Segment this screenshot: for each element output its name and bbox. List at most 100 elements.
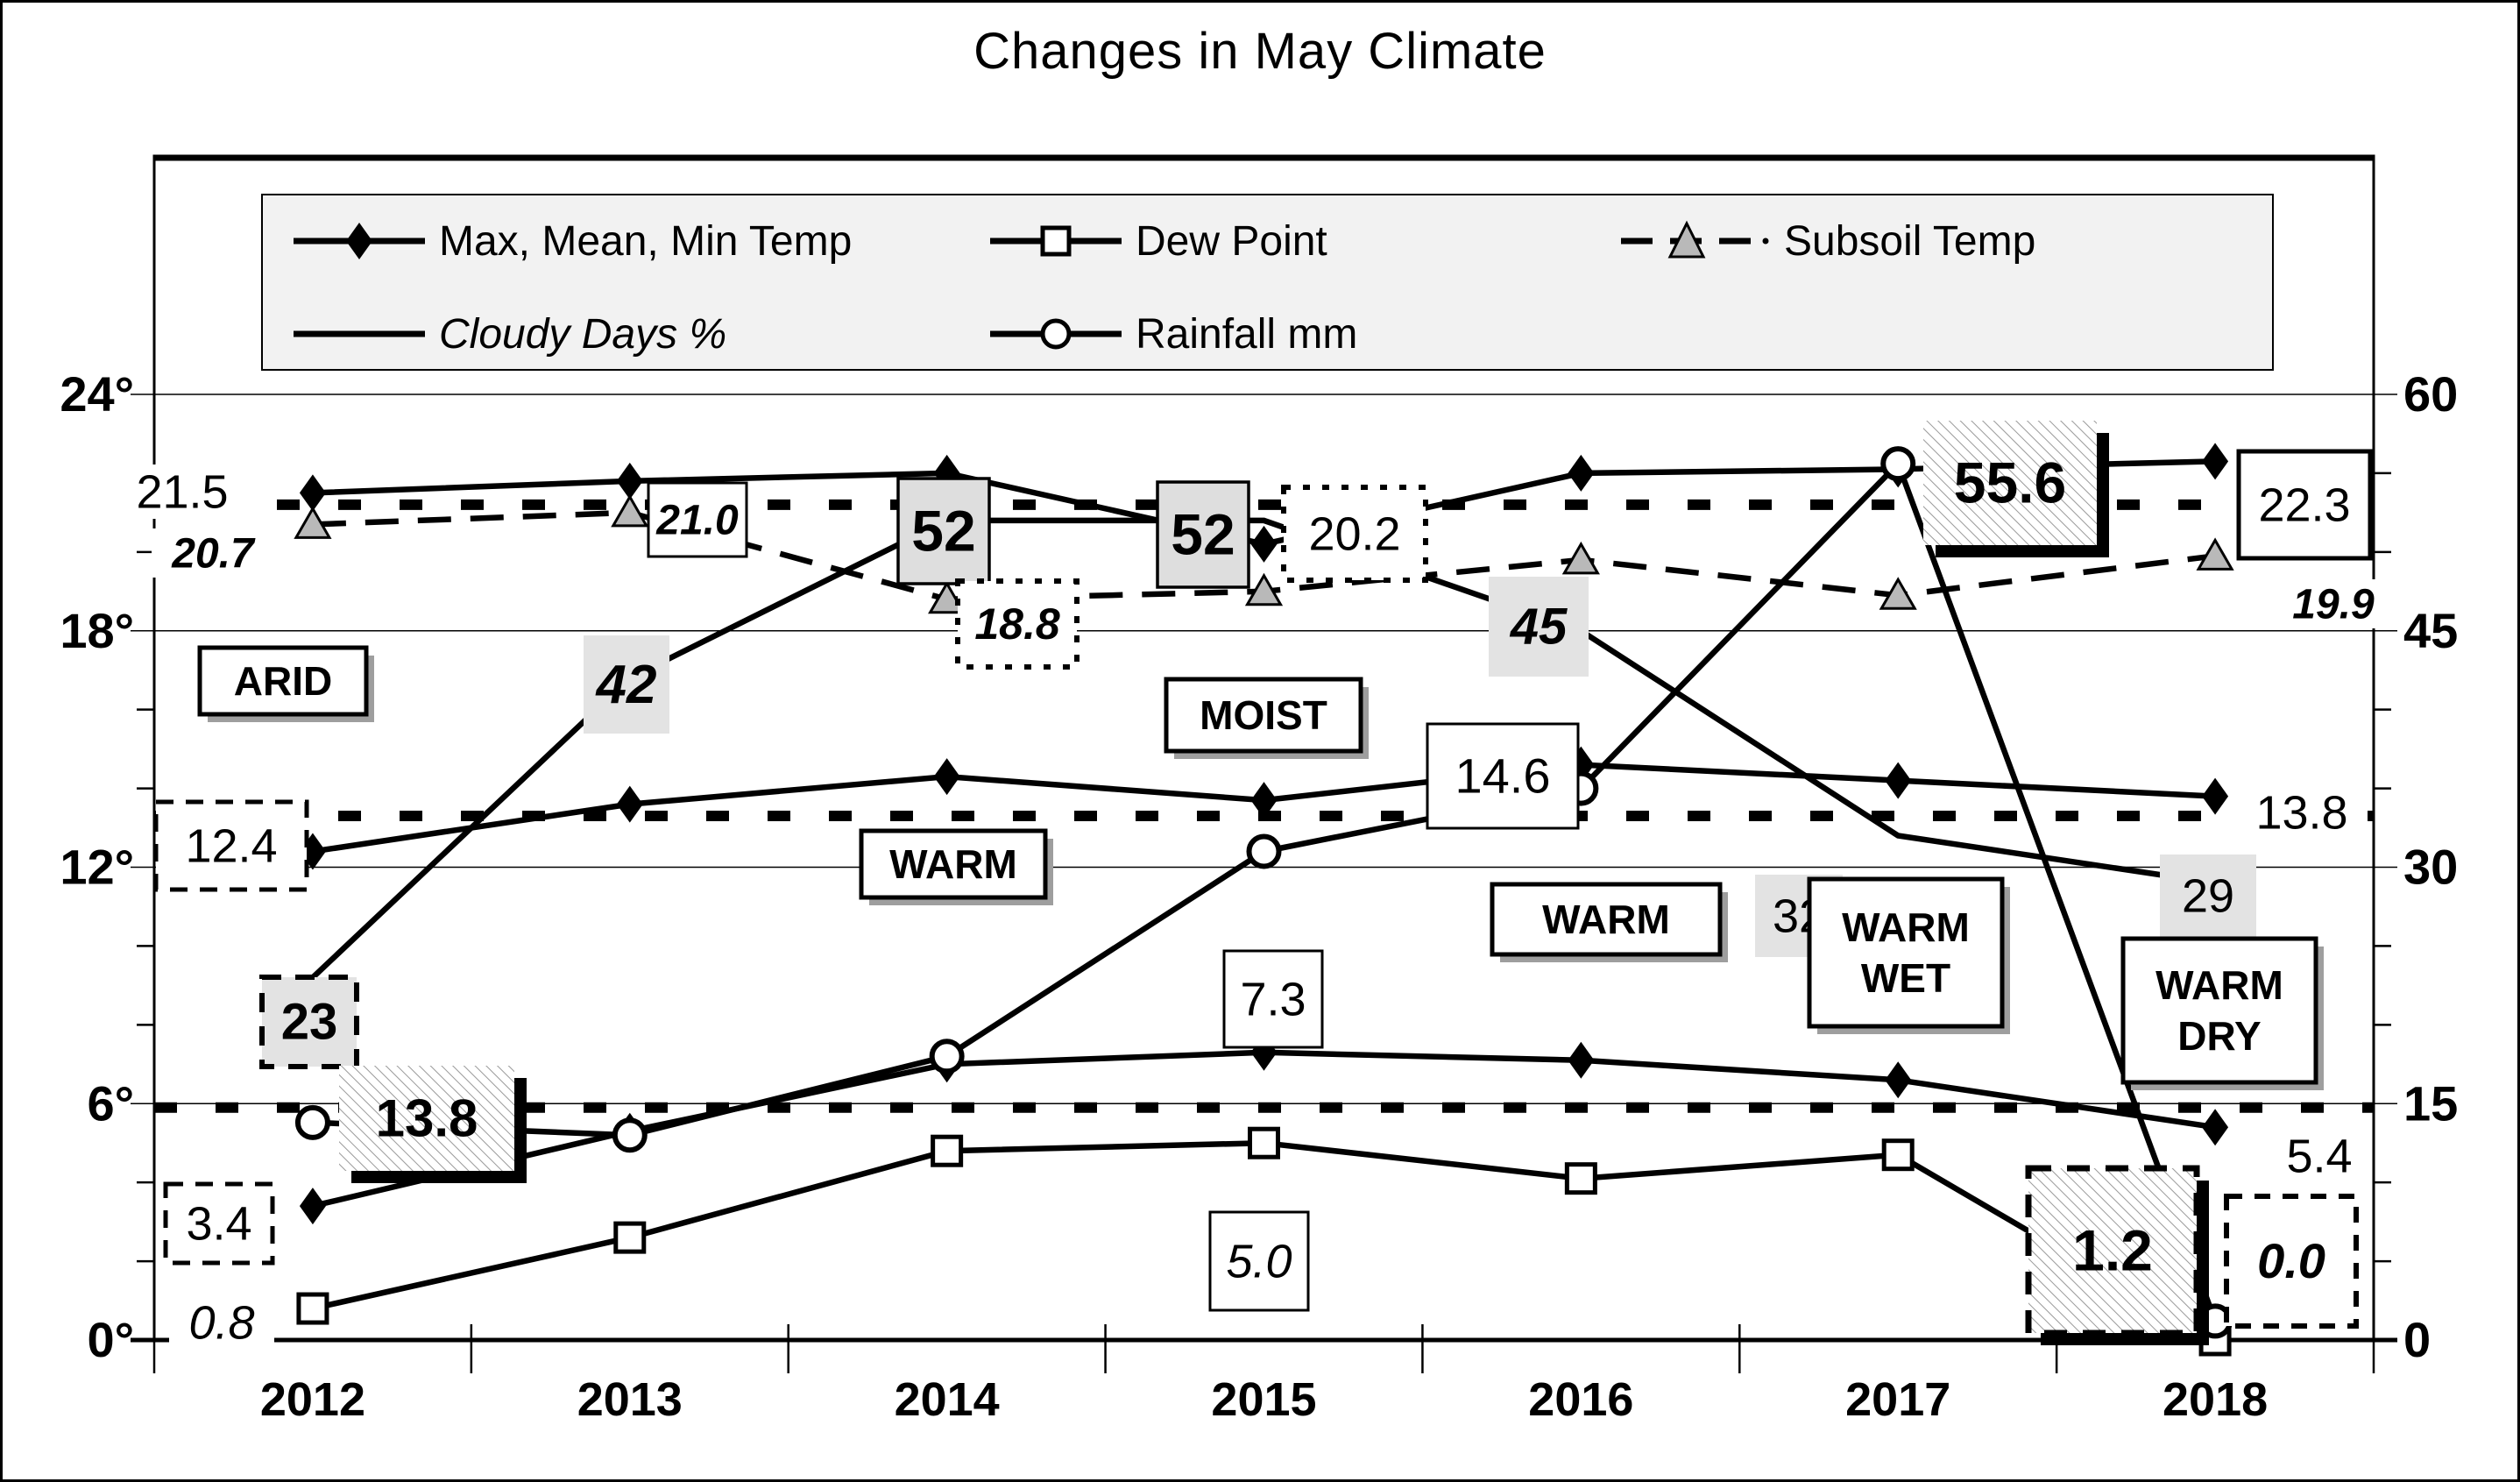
zone-box <box>2120 936 2318 1085</box>
annotation-box <box>259 975 359 1069</box>
right-axis-tick-label: 30 <box>2403 840 2458 895</box>
annotation-label: 20.7 <box>171 530 256 577</box>
marker-triangle-subsoil <box>611 493 649 528</box>
x-axis-year-label: 2015 <box>1211 1373 1316 1426</box>
marker-square-dew-point <box>1881 1138 1915 1172</box>
legend-label-dew-point: Dew Point <box>1136 217 1327 265</box>
left-axis-tick-label: 24° <box>60 366 134 422</box>
annotation-box <box>1489 577 1589 677</box>
legend-marker-diamond-icon <box>294 223 425 259</box>
annotation-label: 18.8 <box>974 599 1060 649</box>
annotation-label: 13.8 <box>2255 786 2347 839</box>
marker-diamond-mean-temp <box>2202 777 2229 815</box>
zone-label: WET <box>1861 955 1950 1001</box>
annotation-label: 45 <box>1510 599 1568 656</box>
annotation-box <box>1426 722 1580 830</box>
left-axis-tick-label: 12° <box>60 840 134 895</box>
right-axis-tick-label: 60 <box>2403 366 2458 422</box>
marker-circle-rainfall <box>929 1039 965 1074</box>
marker-square-dew-point <box>931 1134 964 1167</box>
zone-box <box>1807 876 2005 1029</box>
x-axis-year-label: 2016 <box>1528 1373 1633 1426</box>
marker-triangle-subsoil <box>1561 541 1600 575</box>
annotation-box <box>2224 1194 2359 1329</box>
annotation-label: 12.4 <box>185 819 277 872</box>
annotation-box <box>2272 579 2395 628</box>
x-axis-year-label: 2014 <box>895 1373 1000 1426</box>
marker-diamond-min-temp <box>1568 1041 1595 1079</box>
marker-triangle-subsoil <box>1244 572 1284 606</box>
annotation-label: 19.9 <box>2292 581 2375 628</box>
marker-diamond-mean-temp <box>1250 782 1278 819</box>
annotation-label: 14.6 <box>1455 748 1551 804</box>
annotation-box <box>2236 787 2368 838</box>
annotation-label: 29 <box>2182 869 2234 922</box>
annotation-box <box>2025 1165 2200 1337</box>
annotation-label: 0.0 <box>2257 1233 2325 1288</box>
annotation-box <box>2267 1131 2372 1181</box>
left-axis-tick-label: 6° <box>87 1075 134 1131</box>
marker-square-dew-point <box>1248 1126 1280 1159</box>
annotation-box <box>163 1181 275 1266</box>
legend-marker-line-icon <box>294 330 425 337</box>
marker-triangle-subsoil <box>294 506 332 539</box>
annotation-label: 21.5 <box>136 465 228 518</box>
annotation-label: 0.8 <box>188 1296 254 1349</box>
zone-label: DRY <box>2177 1013 2261 1059</box>
left-axis-tick-label: 0° <box>87 1312 134 1367</box>
marker-square-dew-point <box>613 1221 647 1254</box>
marker-circle-rainfall <box>294 1104 330 1140</box>
annotation-label: 52 <box>911 498 975 563</box>
legend-item-dew-point: Dew Point <box>990 213 1327 269</box>
annotation-box <box>1281 485 1428 583</box>
annotation-label: 3.4 <box>186 1197 251 1250</box>
climate-chart-plot: 0° 6° 12° 18° 24° 0 15 30 45 60 2012 2013 2014 2015 20… <box>60 154 2458 1426</box>
annotation-box <box>153 799 309 892</box>
zone-label: WARM <box>1542 897 1670 942</box>
marker-diamond-max-temp <box>299 474 326 512</box>
zone-label: WARM <box>2155 962 2283 1008</box>
marker-diamond-mean-temp <box>1885 762 1912 799</box>
legend-label-cloudy: Cloudy Days % <box>439 310 727 358</box>
legend-marker-triangle-icon <box>1621 220 1769 259</box>
zone-label: MOIST <box>1200 692 1327 738</box>
legend-item-temp: Max, Mean, Min Temp <box>294 213 852 269</box>
annotation-box <box>2160 854 2256 937</box>
legend-item-rainfall: Rainfall mm <box>990 306 1357 362</box>
annotation-box <box>1923 421 2097 545</box>
marker-diamond-min-temp <box>1885 1061 1912 1099</box>
annotation-box <box>896 477 991 585</box>
annotation-label: 22.3 <box>2258 479 2350 531</box>
zone-label: WARM <box>1842 904 1970 950</box>
annotation-box <box>339 1066 514 1171</box>
x-axis-year-label: 2013 <box>577 1373 683 1426</box>
annotation-label: 7.3 <box>1240 973 1306 1025</box>
chart-title: Changes in May Climate <box>973 23 1547 80</box>
annotation-box <box>1208 1210 1310 1312</box>
annotation-box <box>2236 449 2373 561</box>
marker-triangle-subsoil <box>1879 577 1917 610</box>
annotation-label: 13.8 <box>376 1088 478 1147</box>
annotation-label: 1.2 <box>2072 1217 2153 1282</box>
marker-diamond-mean-temp <box>933 758 960 796</box>
marker-diamond-max-temp <box>2202 443 2229 480</box>
marker-triangle-subsoil <box>2196 537 2234 571</box>
right-axis-tick-label: 45 <box>2403 603 2458 658</box>
annotation-box <box>647 481 748 558</box>
legend-label-subsoil: Subsoil Temp <box>1784 217 2036 265</box>
annotation-label: 20.2 <box>1308 507 1400 560</box>
annotation-box <box>955 578 1079 670</box>
legend-marker-square-icon <box>990 225 1122 257</box>
annotation-label: 23 <box>281 994 338 1051</box>
marker-diamond-mean-temp <box>616 785 643 823</box>
annotation-box <box>117 464 248 519</box>
marker-circle-rainfall <box>1880 446 1916 482</box>
annotation-box <box>1156 480 1250 589</box>
legend-marker-circle-icon <box>990 318 1122 350</box>
zone-box <box>1164 677 1363 754</box>
zone-box <box>197 645 369 717</box>
marker-diamond-max-temp <box>1250 525 1278 563</box>
legend-item-subsoil: Subsoil Temp <box>1621 213 2035 269</box>
annotation-box <box>1222 949 1324 1049</box>
